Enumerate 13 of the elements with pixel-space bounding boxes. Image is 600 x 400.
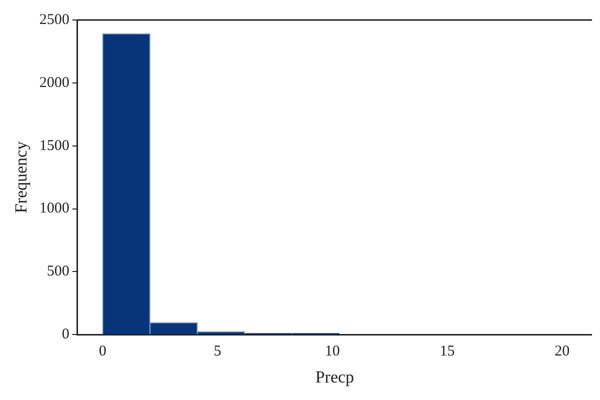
x-axis-title: Precp xyxy=(315,367,354,386)
x-tick-label: 5 xyxy=(214,344,222,360)
y-axis-title: Frequency xyxy=(12,140,31,214)
y-tick-label: 2500 xyxy=(39,12,70,28)
x-tick-label: 10 xyxy=(324,344,340,360)
y-tick-label: 1000 xyxy=(39,200,70,217)
y-tick-label: 1500 xyxy=(39,138,70,154)
y-tick-label: 0 xyxy=(62,326,70,343)
x-tick-label: 20 xyxy=(554,344,570,360)
y-tick-label: 2000 xyxy=(39,74,70,91)
y-tick-label: 500 xyxy=(46,264,70,280)
x-tick-label: 0 xyxy=(98,344,106,360)
x-tick-label: 15 xyxy=(440,344,455,360)
